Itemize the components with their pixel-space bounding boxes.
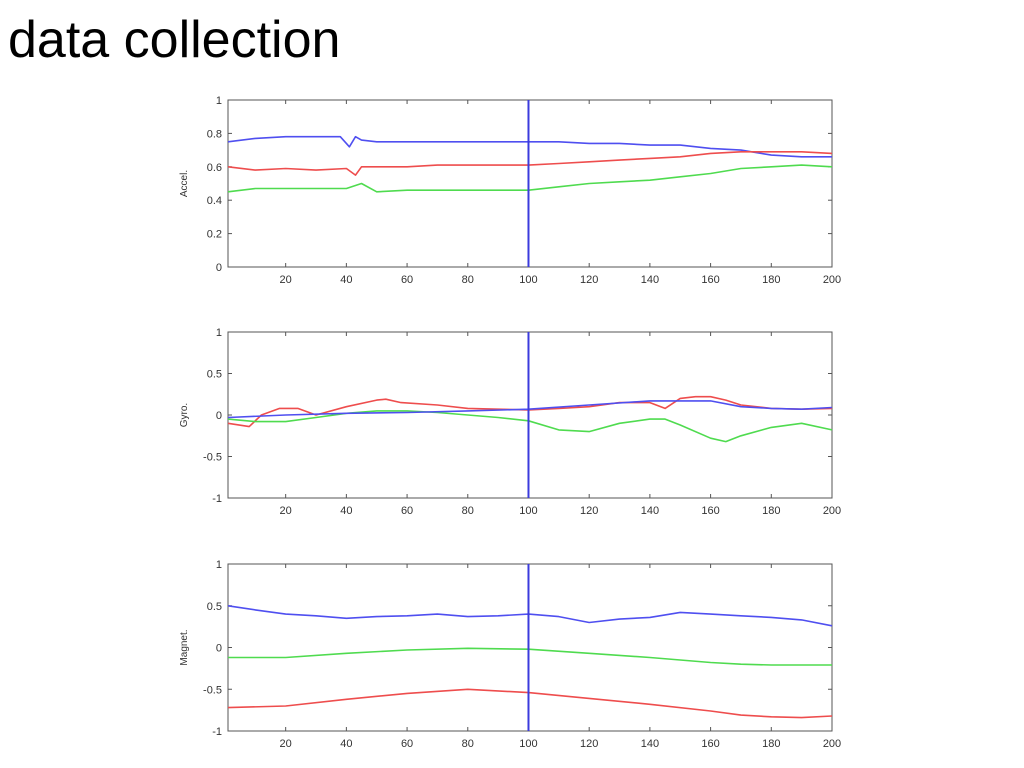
x-tick-label: 80 [462,738,474,750]
x-tick-label: 160 [701,505,719,517]
slide-title: data collection [8,11,341,69]
y-tick-label: 0.8 [207,128,222,140]
y-tick-label: 0.5 [207,601,222,613]
x-tick-label: 100 [519,738,537,750]
y-tick-label: -0.5 [203,452,222,464]
x-tick-label: 100 [519,274,537,286]
series-line-1 [227,135,832,158]
x-tick-label: 40 [340,505,352,517]
x-tick-label: 120 [580,738,598,750]
x-tick-label: 20 [280,505,292,517]
x-tick-label: 40 [340,738,352,750]
y-tick-label: 1 [216,559,222,571]
x-tick-label: 60 [401,274,413,286]
y-tick-label: 0 [216,410,222,422]
chart-panel-2: 20 40 60 80 100 120 140 160 180 200 -1 -0.5 0 0.5 1 Gyr… [179,327,841,517]
y-axis-label: Magnet. [179,629,190,665]
y-tick-label: 0 [216,262,222,274]
y-tick-label: 0.4 [207,195,222,207]
y-tick-label: -1 [212,726,222,738]
x-tick-label: 60 [401,738,413,750]
x-tick-label: 180 [762,738,780,750]
y-tick-label: 0.2 [207,229,222,241]
series-line-2 [228,647,832,666]
plot-frame [227,563,833,732]
chart-panel-1: 20 40 60 80 100 120 140 160 180 200 0 0.2 0.4 0.6 0.8 1… [179,95,841,286]
y-tick-label: 0.6 [207,162,222,174]
y-tick-label: 1 [216,95,222,107]
series-line-3 [227,400,833,419]
x-tick-label: 80 [462,274,474,286]
series-line-2 [227,410,833,443]
y-tick-label: -1 [212,493,222,505]
x-tick-label: 120 [580,274,598,286]
x-tick-label: 60 [401,505,413,517]
x-tick-label: 200 [823,505,841,517]
y-axis-label: Gyro. [179,403,190,427]
y-tick-label: 1 [216,327,222,339]
x-tick-label: 100 [519,505,537,517]
chart-panel-3: 20 40 60 80 100 120 140 160 180 200 -1 -0.5 0 0.5 1 Mag… [179,559,841,750]
series-line-3 [227,164,833,193]
x-tick-label: 160 [701,738,719,750]
x-tick-label: 140 [641,274,659,286]
x-tick-label: 200 [823,738,841,750]
series-line-3 [227,688,833,719]
x-tick-label: 180 [762,505,780,517]
x-tick-label: 140 [641,738,659,750]
x-tick-label: 40 [340,274,352,286]
x-tick-label: 200 [823,274,841,286]
plot-frame [227,99,833,268]
x-tick-label: 80 [462,505,474,517]
x-tick-label: 180 [762,274,780,286]
y-tick-label: 0.5 [207,369,222,381]
x-tick-label: 20 [280,274,292,286]
x-tick-label: 20 [280,738,292,750]
x-tick-label: 140 [641,505,659,517]
y-tick-label: 0 [216,643,222,655]
y-tick-label: -0.5 [203,684,222,696]
x-tick-label: 160 [701,274,719,286]
y-axis-label: Accel. [179,170,190,197]
series-line-2 [227,151,833,176]
x-tick-label: 120 [580,505,598,517]
